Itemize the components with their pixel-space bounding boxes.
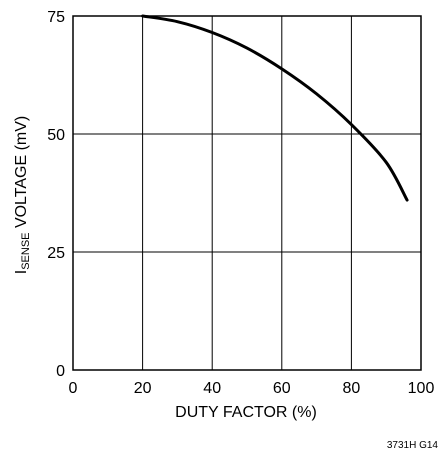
y-axis-title-rest: VOLTAGE (mV) bbox=[13, 116, 30, 233]
y-axis-title: ISENSE VOLTAGE (mV) bbox=[13, 116, 32, 275]
y-tick-labels: 0 25 50 75 bbox=[47, 9, 65, 380]
x-tick-label-5: 100 bbox=[408, 380, 435, 397]
y-tick-label-0: 0 bbox=[56, 363, 65, 380]
x-tick-label-2: 40 bbox=[203, 380, 221, 397]
y-tick-label-3: 75 bbox=[47, 9, 65, 26]
x-tick-labels: 0 20 40 60 80 100 bbox=[69, 380, 435, 397]
y-axis-title-subscript: SENSE bbox=[20, 233, 32, 270]
series-line bbox=[141, 14, 409, 202]
grid-lines bbox=[73, 16, 421, 370]
y-tick-label-1: 25 bbox=[47, 245, 65, 262]
x-tick-label-0: 0 bbox=[69, 380, 78, 397]
x-tick-label-1: 20 bbox=[134, 380, 152, 397]
plot-frame bbox=[72, 15, 422, 371]
figure-id: 3731H G14 bbox=[387, 440, 439, 451]
y-axis-title-main: I bbox=[13, 270, 30, 274]
x-axis-title: DUTY FACTOR (%) bbox=[175, 404, 317, 421]
x-tick-label-3: 60 bbox=[273, 380, 291, 397]
y-tick-label-2: 50 bbox=[47, 127, 65, 144]
x-tick-label-4: 80 bbox=[343, 380, 361, 397]
